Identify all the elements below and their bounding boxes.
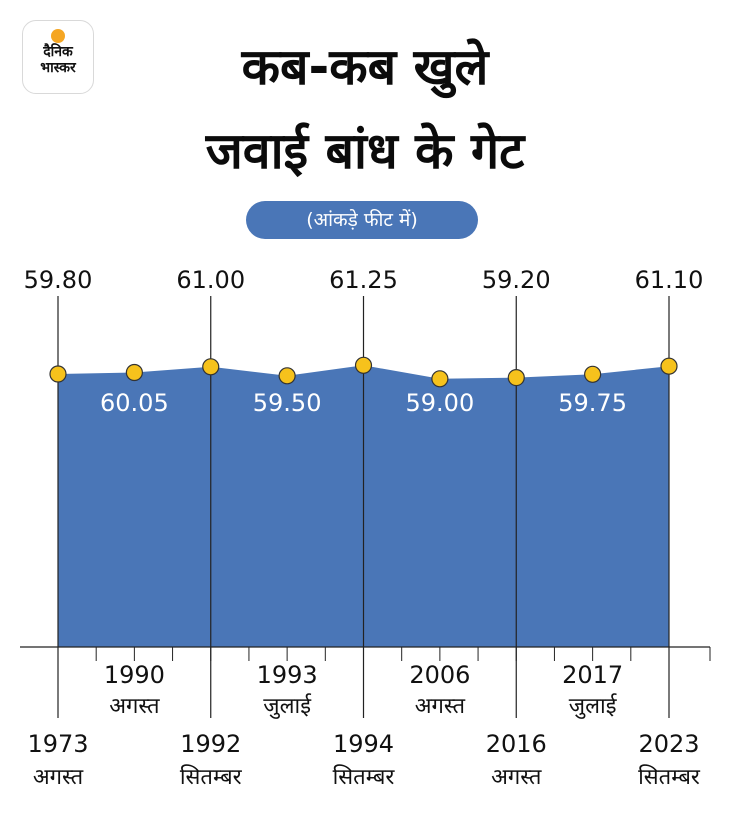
dainik-bhaskar-logo: दैनिक भास्कर bbox=[22, 20, 94, 94]
data-point bbox=[125, 363, 143, 382]
x-tick-label-month: अगस्त bbox=[33, 765, 84, 790]
data-point bbox=[431, 370, 449, 388]
unit-subtitle-pill: (आंकड़े फीट में) bbox=[246, 201, 478, 239]
x-tick-label-month: जुलाई bbox=[569, 693, 618, 719]
x-tick-label-month: सितम्बर bbox=[638, 764, 701, 790]
logo-line-2: भास्कर bbox=[40, 60, 76, 76]
data-label: 59.20 bbox=[482, 266, 551, 294]
data-point bbox=[202, 358, 220, 376]
x-tick-label-month: अगस्त bbox=[415, 694, 466, 719]
data-point bbox=[660, 357, 678, 375]
data-label: 59.00 bbox=[406, 389, 475, 417]
data-label: 61.00 bbox=[176, 266, 245, 294]
logo-line-1: दैनिक bbox=[43, 44, 73, 60]
data-label: 59.50 bbox=[253, 389, 322, 417]
data-point bbox=[584, 365, 602, 383]
x-tick-label-year: 1973 bbox=[27, 730, 88, 758]
x-tick-label-year: 2006 bbox=[409, 661, 470, 689]
chart-title-line-2: जवाई बांध के गेट bbox=[205, 122, 525, 180]
data-label: 61.25 bbox=[329, 266, 398, 294]
data-label: 59.80 bbox=[24, 266, 93, 294]
data-label: 59.75 bbox=[558, 389, 627, 417]
x-tick-label-year: 1992 bbox=[180, 730, 241, 758]
x-tick-label-month: अगस्त bbox=[109, 694, 160, 719]
data-point bbox=[507, 369, 525, 387]
chart-title-line-1: कब-कब खुले bbox=[241, 38, 489, 96]
x-tick-label-year: 1993 bbox=[257, 661, 318, 689]
sun-icon bbox=[51, 29, 65, 43]
x-tick-label-year: 2023 bbox=[638, 730, 699, 758]
data-point bbox=[49, 365, 67, 383]
x-tick-label-month: सितम्बर bbox=[333, 764, 396, 790]
x-tick-label-month: सितम्बर bbox=[180, 764, 243, 790]
x-tick-label-year: 2016 bbox=[486, 730, 547, 758]
x-tick-label-year: 1990 bbox=[104, 661, 165, 689]
data-label: 61.10 bbox=[635, 266, 704, 294]
x-tick-label-year: 2017 bbox=[562, 661, 623, 689]
x-tick-label-month: जुलाई bbox=[263, 693, 312, 719]
data-point bbox=[354, 356, 373, 374]
x-tick-label-month: अगस्त bbox=[491, 765, 542, 790]
x-tick-label-year: 1994 bbox=[333, 730, 394, 758]
data-point bbox=[278, 367, 296, 385]
data-label: 60.05 bbox=[100, 389, 169, 417]
